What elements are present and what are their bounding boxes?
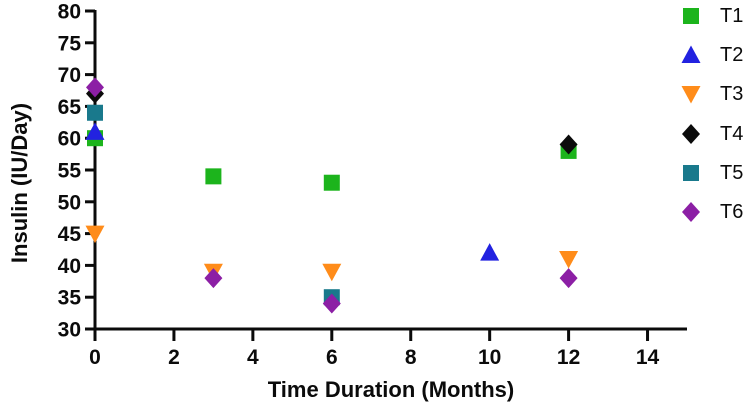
data-point-t3 (559, 251, 579, 269)
x-tick-label: 4 (247, 346, 259, 369)
x-tick-label: 0 (89, 346, 101, 369)
x-tick-label: 12 (557, 346, 580, 369)
y-tick-label: 70 (58, 64, 81, 87)
legend-item-t3: T3 (681, 83, 743, 105)
y-tick-label: 35 (58, 287, 82, 310)
legend-marker-t2-triangle-up-icon (681, 45, 701, 65)
y-tick-label: 40 (58, 255, 81, 278)
x-tick-label: 10 (478, 346, 501, 369)
legend-marker-t3-triangle-down-icon (681, 84, 701, 104)
data-point-t1 (205, 168, 222, 185)
x-tick-label: 6 (326, 346, 338, 369)
data-point-t2 (480, 243, 500, 261)
data-point-t5 (683, 164, 699, 181)
data-point-t6 (682, 202, 700, 222)
data-point-t6 (559, 268, 578, 289)
x-tick-label: 2 (168, 346, 180, 369)
legend-marker-t1-square-icon (681, 6, 701, 26)
y-tick-label: 65 (58, 96, 82, 119)
legend-marker-t4-diamond-icon (681, 123, 701, 144)
legend-label-t2: T2 (720, 44, 744, 67)
data-point-t1 (323, 174, 340, 191)
x-axis-title: Time Duration (Months) (267, 377, 515, 402)
legend-item-t1: T1 (681, 5, 743, 27)
y-tick-label: 45 (58, 223, 82, 246)
legend-marker-t6-diamond-icon (681, 202, 701, 222)
data-point-t2 (85, 122, 105, 140)
y-tick-label: 55 (58, 160, 82, 183)
legend-marker-t5-square-icon (681, 163, 701, 183)
legend-item-t6: T6 (681, 201, 743, 223)
legend: T1 T2 T3 T4 T5 T6 (681, 0, 750, 230)
legend-item-t5: T5 (681, 162, 743, 184)
data-point-t6 (204, 268, 223, 289)
y-tick-label: 80 (58, 1, 81, 24)
data-point-t4 (682, 123, 700, 144)
legend-label-t3: T3 (720, 83, 744, 106)
data-point-t4 (559, 134, 578, 155)
data-point-t3 (681, 86, 701, 104)
data-point-t1 (683, 8, 699, 24)
data-point-t6 (86, 77, 104, 98)
legend-label-t4: T4 (720, 122, 744, 145)
legend-label-t5: T5 (720, 161, 744, 184)
data-point-t3 (85, 225, 105, 244)
data-point-t6 (322, 293, 341, 314)
data-point-t2 (681, 45, 701, 64)
legend-item-t2: T2 (681, 44, 743, 66)
x-tick-label: 8 (405, 346, 417, 369)
y-tick-label: 75 (58, 32, 82, 55)
y-tick-label: 30 (58, 319, 81, 342)
y-tick-label: 50 (58, 191, 81, 214)
legend-item-t4: T4 (681, 123, 743, 145)
data-point-t5 (87, 104, 103, 121)
legend-label-t1: T1 (720, 5, 744, 27)
y-tick-label: 60 (58, 128, 81, 151)
data-point-t3 (322, 263, 342, 282)
legend-label-t6: T6 (720, 201, 744, 223)
x-tick-label: 14 (636, 346, 660, 369)
